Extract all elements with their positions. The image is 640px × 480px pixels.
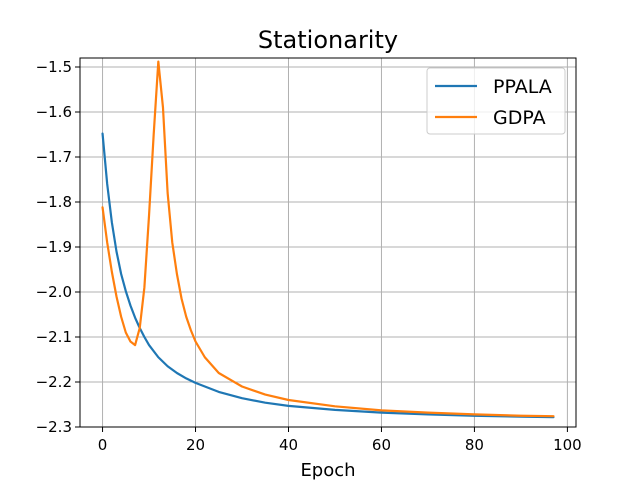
y-tick-label: −2.1 bbox=[36, 328, 72, 346]
x-tick-label: 0 bbox=[98, 436, 108, 454]
x-tick-label: 80 bbox=[465, 436, 484, 454]
ticks-layer: 0 20 40 60 80 100 −2.3 −2.2 −2.1 −2.0 −1.9 −1.8 −1.7… bbox=[36, 58, 582, 454]
x-tick-label: 60 bbox=[372, 436, 391, 454]
y-tick-label: −1.5 bbox=[36, 58, 72, 76]
y-tick-label: −2.0 bbox=[36, 283, 72, 301]
y-tick-label: −1.6 bbox=[36, 103, 72, 121]
legend: PPALA GDPA bbox=[426, 67, 566, 135]
legend-label-gdpa: GDPA bbox=[493, 107, 546, 129]
x-tick-label: 40 bbox=[279, 436, 298, 454]
series-line-ppala bbox=[101, 132, 555, 419]
grid-layer bbox=[80, 58, 576, 428]
y-tick-label: −1.7 bbox=[36, 148, 72, 166]
series-layer bbox=[101, 60, 555, 419]
chart-title: Stationarity bbox=[258, 26, 398, 54]
legend-label-ppala: PPALA bbox=[493, 76, 552, 98]
x-tick-label: 20 bbox=[186, 436, 205, 454]
y-tick-label: −2.2 bbox=[36, 373, 72, 391]
y-tick-label: −1.8 bbox=[36, 193, 72, 211]
axes-frame bbox=[79, 57, 577, 428]
series-line-gdpa bbox=[101, 60, 555, 418]
x-axis-label: Epoch bbox=[300, 460, 355, 480]
x-tick-label: 100 bbox=[553, 436, 582, 454]
y-tick-label: −1.9 bbox=[36, 238, 72, 256]
y-tick-label: −2.3 bbox=[36, 418, 72, 436]
